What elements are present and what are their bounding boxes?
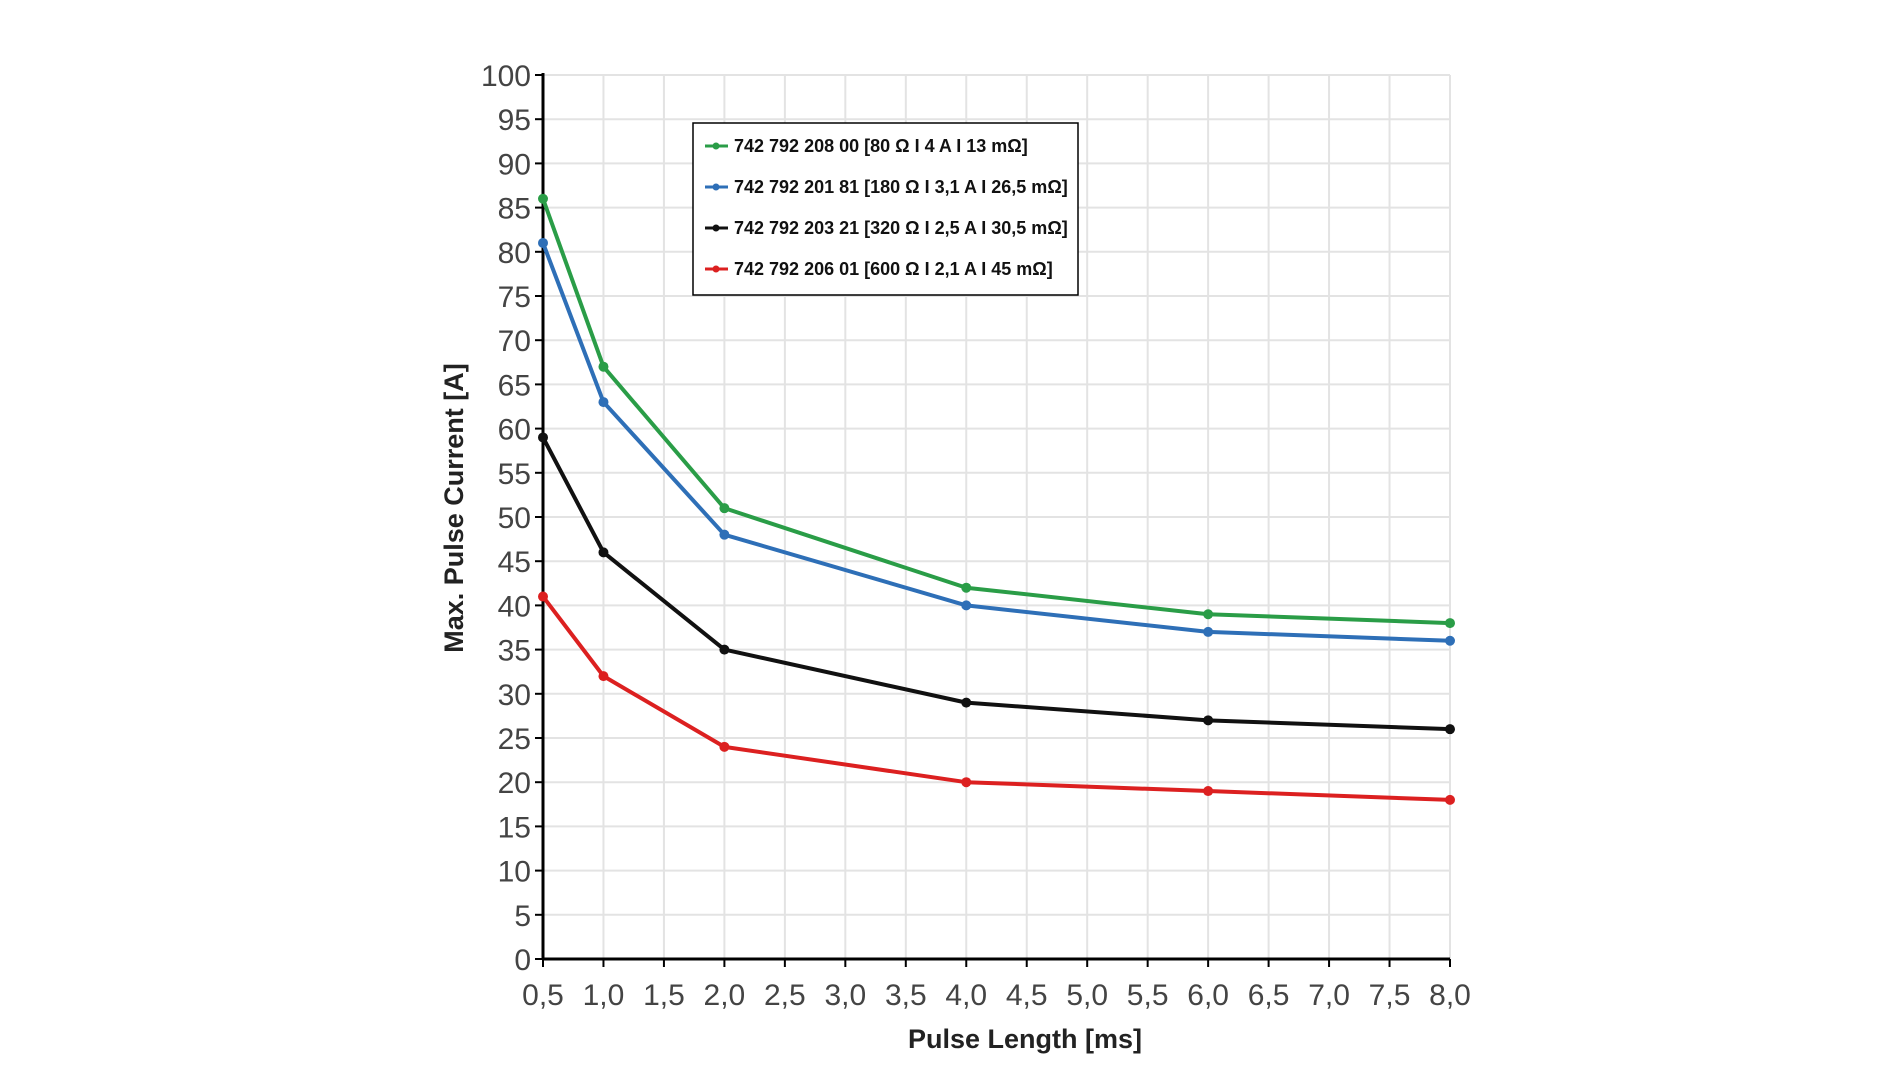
data-point <box>538 432 548 443</box>
legend-swatch-marker <box>712 224 720 232</box>
data-point <box>598 361 609 372</box>
y-tick-label: 5 <box>514 900 531 933</box>
x-tick-label: 4,0 <box>945 979 987 1012</box>
x-axis-title: Pulse Length [ms] <box>908 1024 1142 1054</box>
data-point <box>538 193 548 204</box>
series-line-4 <box>541 595 1451 802</box>
y-tick-label: 15 <box>498 811 531 844</box>
legend-box <box>692 122 1079 296</box>
y-tick-label: 50 <box>498 502 531 535</box>
legend-label: 742 792 201 81 [180 Ω I 3,1 A I 26,5 mΩ] <box>734 177 1068 197</box>
data-point <box>1445 724 1455 735</box>
legend: 742 792 208 00 [80 Ω I 4 A I 13 mΩ] 742 7… <box>692 122 1079 296</box>
y-tick-label: 100 <box>481 60 531 93</box>
data-point <box>1203 609 1214 620</box>
data-point <box>1203 626 1214 637</box>
data-point <box>538 237 548 248</box>
y-tick-label: 95 <box>498 104 531 137</box>
x-tick-label: 3,5 <box>885 979 927 1012</box>
legend-label: 742 792 206 01 [600 Ω I 2,1 A I 45 mΩ] <box>734 259 1053 279</box>
series-line-1 <box>541 198 1451 626</box>
y-tick-label: 25 <box>498 723 531 756</box>
data-point <box>598 547 609 558</box>
data-point <box>1203 715 1214 726</box>
x-tick-label: 7,0 <box>1308 979 1350 1012</box>
data-point <box>719 529 730 540</box>
data-point <box>598 397 609 408</box>
y-tick-label: 30 <box>498 679 531 712</box>
series-line-2 <box>541 242 1451 643</box>
x-tick-label: 0,5 <box>522 979 564 1012</box>
x-tick-label: 8,0 <box>1429 979 1471 1012</box>
series-line-3 <box>541 436 1451 732</box>
data-point <box>1445 618 1455 629</box>
data-point <box>1203 786 1214 797</box>
y-tick-label: 0 <box>514 944 531 977</box>
y-tick-label: 55 <box>498 458 531 491</box>
data-point <box>961 582 972 593</box>
y-tick-label: 20 <box>498 767 531 800</box>
x-tick-label: 7,5 <box>1369 979 1411 1012</box>
y-tick-label: 70 <box>498 325 531 358</box>
y-tick-label: 90 <box>498 148 531 181</box>
x-tick-label: 4,5 <box>1006 979 1048 1012</box>
data-point <box>719 503 730 514</box>
y-tick-label: 85 <box>498 193 531 226</box>
legend-swatch-marker <box>712 142 720 150</box>
data-point <box>538 591 548 602</box>
data-point <box>961 600 972 611</box>
data-point <box>961 697 972 708</box>
series-lines <box>538 193 1455 805</box>
legend-label: 742 792 208 00 [80 Ω I 4 A I 13 mΩ] <box>734 136 1028 156</box>
y-tick-label: 45 <box>498 546 531 579</box>
x-tick-label: 5,0 <box>1066 979 1108 1012</box>
x-tick-label: 3,0 <box>824 979 866 1012</box>
y-tick-label: 65 <box>498 369 531 402</box>
legend-label: 742 792 203 21 [320 Ω I 2,5 A I 30,5 mΩ] <box>734 218 1068 238</box>
y-tick-label: 75 <box>498 281 531 314</box>
x-tick-label: 1,0 <box>583 979 625 1012</box>
x-tick-label: 6,0 <box>1187 979 1229 1012</box>
y-tick-label: 35 <box>498 635 531 668</box>
data-point <box>719 644 730 655</box>
legend-swatch-marker <box>712 183 720 191</box>
y-tick-label: 40 <box>498 590 531 623</box>
axes <box>535 73 1451 967</box>
data-point <box>1445 635 1455 646</box>
x-tick-label: 2,5 <box>764 979 806 1012</box>
data-point <box>961 777 972 788</box>
y-tick-label: 80 <box>498 237 531 270</box>
y-axis-title: Max. Pulse Current [A] <box>439 363 469 653</box>
x-tick-label: 1,5 <box>643 979 685 1012</box>
tick-labels: 0,5 1,0 1,5 2,0 2,5 3,0 3,5 4,0 4,5 5,0 5,5 6,0 6,5 7… <box>481 60 1471 1012</box>
data-point <box>598 671 609 682</box>
data-point <box>719 741 730 752</box>
x-tick-label: 6,5 <box>1248 979 1290 1012</box>
x-tick-label: 2,0 <box>704 979 746 1012</box>
y-tick-label: 10 <box>498 856 531 889</box>
data-point <box>1445 794 1455 805</box>
x-tick-label: 5,5 <box>1127 979 1169 1012</box>
legend-swatch-marker <box>712 265 720 273</box>
y-tick-label: 60 <box>498 414 531 447</box>
